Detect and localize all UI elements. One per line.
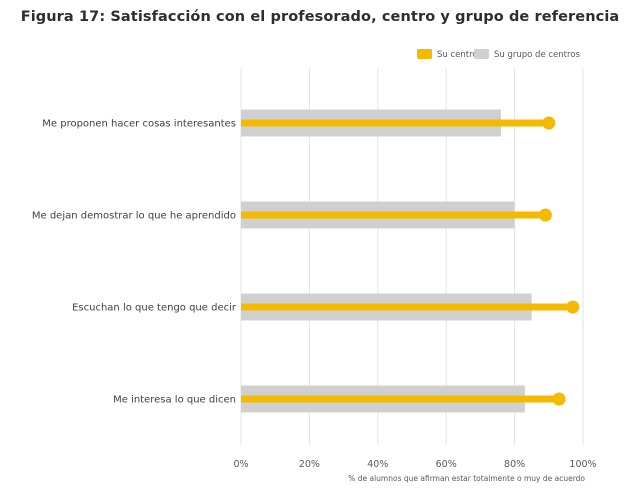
legend: Su centro Su grupo de centros [417,49,581,60]
category-label: Me interesa lo que dicen [113,395,236,406]
legend-swatch [474,49,489,59]
x-tick-labels: 0% 20% 40% 60% 80% 100% [233,459,596,470]
gridlines [240,68,584,445]
legend-label: Su grupo de centros [494,50,581,60]
point-su-centro [542,116,556,130]
legend-label: Su centro [437,50,478,60]
x-axis-label: % de alumnos que afirman estar totalment… [348,474,585,483]
x-tick-label: 80% [504,459,525,470]
legend-swatch [417,49,432,59]
x-tick-label: 60% [436,459,457,470]
x-tick-label: 100% [569,459,596,470]
point-su-centro [552,392,566,406]
category-label: Me proponen hacer cosas interesantes [42,119,236,130]
category-label: Escuchan lo que tengo que decir [72,303,237,314]
point-su-centro [538,208,552,222]
chart-bars [241,109,580,413]
point-su-centro [566,300,580,314]
category-label: Me dejan demostrar lo que he aprendido [32,211,236,222]
bar-su-centro [241,119,549,127]
chart-title: Figura 17: Satisfacción con el profesora… [20,9,620,25]
bar-su-centro [241,303,573,311]
category-labels: Me proponen hacer cosas interesantes Me d… [32,119,237,406]
x-tick-label: 0% [233,459,248,470]
x-tick-label: 20% [299,459,320,470]
bar-su-centro [241,211,546,219]
bar-su-centro [241,395,560,403]
x-tick-label: 40% [367,459,388,470]
